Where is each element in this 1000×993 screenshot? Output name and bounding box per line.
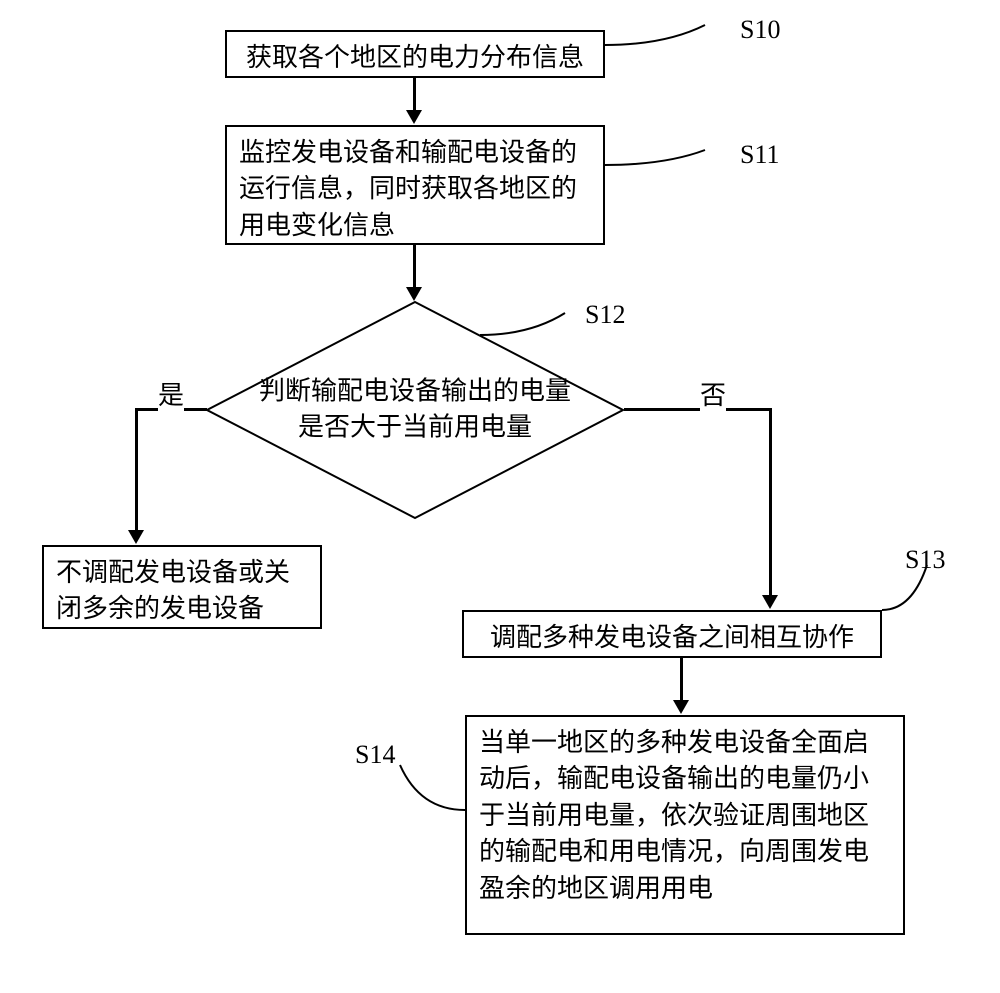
callout-s11 [605, 145, 735, 185]
node-s13: 调配多种发电设备之间相互协作 [462, 610, 882, 658]
node-s11-text: 监控发电设备和输配电设备的运行信息，同时获取各地区的用电变化信息 [239, 138, 577, 240]
edge-yes-v [135, 408, 138, 533]
node-s13-text: 调配多种发电设备之间相互协作 [490, 623, 854, 652]
callout-s12 [480, 305, 580, 345]
node-yes-result: 不调配发电设备或关闭多余的发电设备 [42, 545, 322, 629]
edge-s10-s11-head [406, 110, 422, 124]
edge-no-v [769, 408, 772, 598]
node-s11: 监控发电设备和输配电设备的运行信息，同时获取各地区的用电变化信息 [225, 125, 605, 245]
edge-no-head [762, 595, 778, 609]
node-s10-text: 获取各个地区的电力分布信息 [246, 43, 584, 72]
label-s10: S10 [740, 15, 780, 45]
edge-s13-s14 [680, 658, 683, 703]
edge-s10-s11 [413, 78, 416, 113]
label-s13: S13 [905, 545, 945, 575]
edge-no-h [624, 408, 772, 411]
edge-s11-s12-head [406, 287, 422, 301]
flowchart-container: 获取各个地区的电力分布信息 S10 监控发电设备和输配电设备的运行信息，同时获取… [0, 0, 1000, 993]
label-s12: S12 [585, 300, 625, 330]
node-s14: 当单一地区的多种发电设备全面启动后，输配电设备输出的电量仍小于当前用电量，依次验… [465, 715, 905, 935]
node-s12-text: 判断输配电设备输出的电量是否大于当前用电量 [247, 374, 583, 447]
edge-yes-label: 是 [158, 375, 184, 412]
node-s14-text: 当单一地区的多种发电设备全面启动后，输配电设备输出的电量仍小于当前用电量，依次验… [479, 728, 869, 903]
edge-s11-s12 [413, 245, 416, 290]
label-s11: S11 [740, 140, 780, 170]
node-yes-result-text: 不调配发电设备或关闭多余的发电设备 [56, 558, 290, 623]
callout-s10 [605, 15, 735, 55]
edge-s13-s14-head [673, 700, 689, 714]
node-s10: 获取各个地区的电力分布信息 [225, 30, 605, 78]
callout-s14 [390, 755, 470, 815]
label-s14: S14 [355, 740, 395, 770]
edge-yes-head [128, 530, 144, 544]
edge-no-label: 否 [700, 375, 726, 412]
